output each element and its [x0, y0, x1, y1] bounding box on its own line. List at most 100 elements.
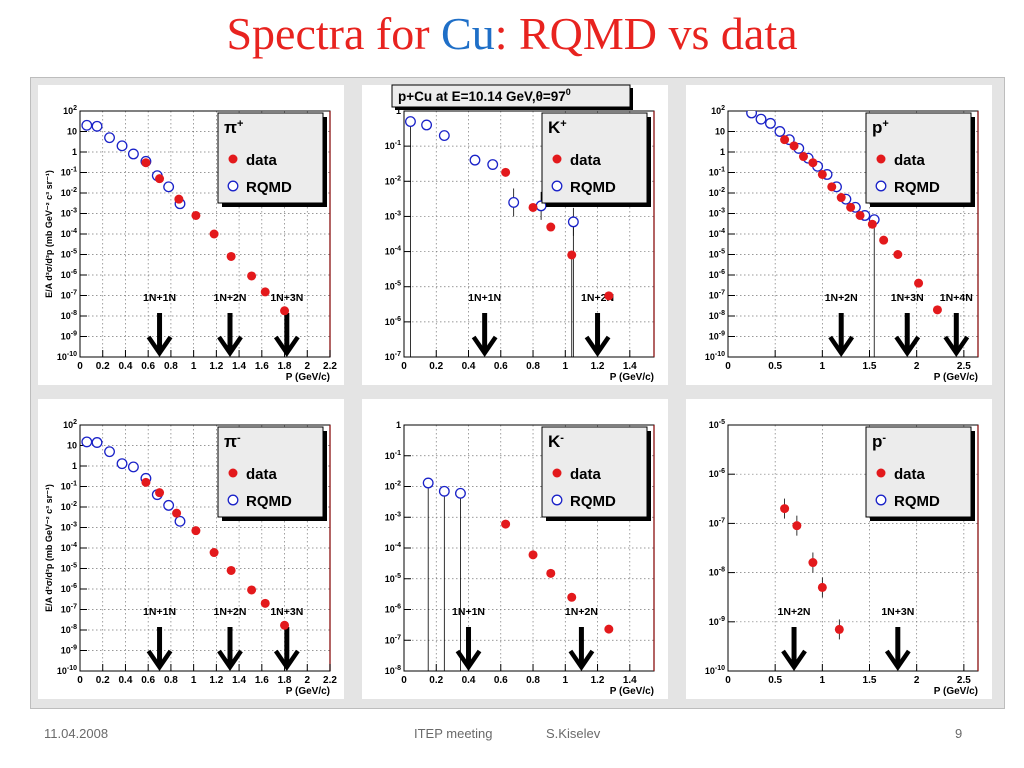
y-tick-label: 10-10: [57, 351, 77, 362]
p-plus-legend: p+ data RQMD: [865, 112, 975, 207]
threshold-arrow: [273, 313, 300, 357]
data-point: [792, 521, 802, 531]
y-tick-label: 10-7: [385, 351, 401, 362]
threshold-label: 1N+2N: [825, 292, 858, 304]
rqmd-point: [405, 116, 416, 128]
y-tick-label: 10-3: [709, 208, 725, 219]
legend-rqmd-text: RQMD: [246, 493, 292, 510]
data-point: [226, 565, 236, 575]
x-tick-label: 1.2: [591, 361, 605, 372]
y-tick-label: 10: [67, 127, 77, 137]
y-tick-label: 10-5: [61, 249, 77, 260]
y-axis-title: E/A d³σ/d³p (mb GeV⁻² c³ sr⁻¹): [44, 170, 54, 298]
data-point: [567, 250, 577, 260]
threshold-arrow: [273, 627, 300, 671]
title-cu: Cu: [441, 8, 495, 59]
y-tick-label: 10-9: [709, 616, 725, 627]
legend-rqmd-marker: [875, 494, 887, 506]
rqmd-point: [91, 120, 103, 132]
data-point: [528, 550, 538, 560]
threshold-label: 1N+2N: [565, 606, 598, 618]
p-minus-panel: 0 0.5 1 1.5 2 2.5 10-10 10-9 10-8 10-7 10-6 10-5 P (…: [686, 399, 992, 699]
rqmd-point: [455, 487, 466, 499]
y-tick-label: 10-9: [709, 331, 725, 342]
slide-title: Spectra for Cu: RQMD vs data: [0, 6, 1024, 62]
x-axis-title: P (GeV/c): [934, 686, 978, 697]
collision-label-box: p+Cu at E=10.14 GeV,θ=970: [391, 84, 633, 110]
y-tick-label: 102: [711, 105, 725, 116]
pi-minus-panel: 0 0.2 0.4 0.6 0.8 1 1.2 1.4 1.6 1.8 2 2.2 10-10 10-9 1…: [38, 399, 344, 699]
y-tick-label: 10-9: [61, 645, 77, 656]
x-tick-label: 1.6: [255, 675, 269, 686]
x-tick-label: 0.8: [526, 675, 540, 686]
data-point: [798, 152, 808, 162]
legend-rqmd-text: RQMD: [570, 493, 616, 510]
x-tick-label: 0: [77, 675, 83, 686]
x-tick-label: 0.5: [768, 361, 782, 372]
rqmd-point: [422, 477, 434, 489]
data-point: [867, 219, 877, 229]
threshold-label: 1N+1N: [452, 606, 485, 618]
footer-author: S.Kiselev: [546, 726, 601, 741]
y-tick-label: 10-3: [61, 522, 77, 533]
k-plus-markers: [405, 116, 614, 357]
k-plus-panel: 0 0.2 0.4 0.6 0.8 1 1.2 1.4 10-7 10-6 10-5 10-4 10-3…: [362, 84, 668, 385]
legend-particle: π-: [224, 432, 241, 451]
y-tick-label: 10-6: [385, 316, 401, 327]
pi-minus-plot: 0 0.2 0.4 0.6 0.8 1 1.2 1.4 1.6 1.8 2 2.2 10-10 10-9 1…: [44, 419, 337, 697]
data-point: [546, 222, 556, 232]
y-tick-label: 10-7: [709, 290, 725, 301]
y-tick-label: 10-6: [61, 583, 77, 594]
pi-plus-plot: 0 0.2 0.4 0.6 0.8 1 1.2 1.4 1.6 1.8 2 2.2 10-10 10-9 1…: [44, 105, 337, 383]
x-tick-label: 0.8: [164, 675, 178, 686]
x-tick-label: 2.5: [957, 361, 971, 372]
threshold-label: 1N+1N: [143, 292, 176, 304]
legend-rqmd-text: RQMD: [570, 179, 616, 196]
rqmd-point: [81, 119, 93, 131]
y-tick-label: 10-6: [61, 269, 77, 280]
x-tick-label: 0.2: [429, 361, 443, 372]
data-point: [932, 305, 942, 315]
p-plus-panel: 0 0.5 1 1.5 2 2.5 10-10 10-9 10-8 10-7 10-6 10-5 10-…: [686, 85, 992, 385]
y-tick-label: 10-5: [385, 281, 401, 292]
y-tick-label: 10-4: [709, 228, 725, 239]
k-minus-panel: 0 0.2 0.4 0.6 0.8 1 1.2 1.4 10-8 10-7 10-6 10-5 10-4…: [362, 399, 668, 699]
data-point: [172, 508, 182, 518]
threshold-arrow: [943, 313, 970, 357]
data-point: [817, 582, 827, 592]
data-point: [780, 135, 790, 145]
pi-plus-legend: π+data RQMD: [217, 112, 327, 207]
data-point: [174, 194, 184, 204]
threshold-label: 1N+1N: [468, 292, 501, 304]
y-tick-label: 10-2: [61, 187, 77, 198]
rqmd-point: [438, 130, 450, 142]
rqmd-point: [174, 515, 186, 527]
rqmd-point: [765, 117, 776, 129]
x-tick-label: 0: [725, 675, 731, 686]
threshold-label: 1N+3N: [891, 292, 924, 304]
threshold-arrow: [217, 627, 243, 671]
x-axis-title: P (GeV/c): [286, 372, 330, 383]
data-point: [528, 202, 538, 212]
legend-data-text: data: [894, 152, 926, 169]
y-tick-label: 10-4: [385, 246, 401, 257]
data-point: [780, 504, 790, 514]
threshold-arrow: [471, 313, 498, 357]
y-tick-label: 10-10: [57, 665, 77, 676]
data-point: [280, 306, 290, 316]
y-tick-label: 10-1: [385, 450, 401, 461]
data-point: [879, 235, 889, 245]
threshold-label: 1N+2N: [214, 292, 247, 304]
legend-particle: K-: [548, 432, 564, 451]
y-tick-label: 10-8: [709, 567, 725, 578]
y-tick-label: 1: [396, 106, 401, 116]
x-tick-label: 2: [304, 361, 310, 372]
x-tick-label: 2: [914, 361, 920, 372]
threshold-label: 1N+2N: [778, 606, 811, 618]
x-tick-label: 1: [191, 675, 197, 686]
data-point: [155, 488, 165, 498]
y-tick-label: 10-1: [61, 167, 77, 178]
y-tick-label: 10-2: [61, 501, 77, 512]
rqmd-point: [127, 461, 139, 473]
threshold-label: 1N+2N: [214, 606, 247, 618]
